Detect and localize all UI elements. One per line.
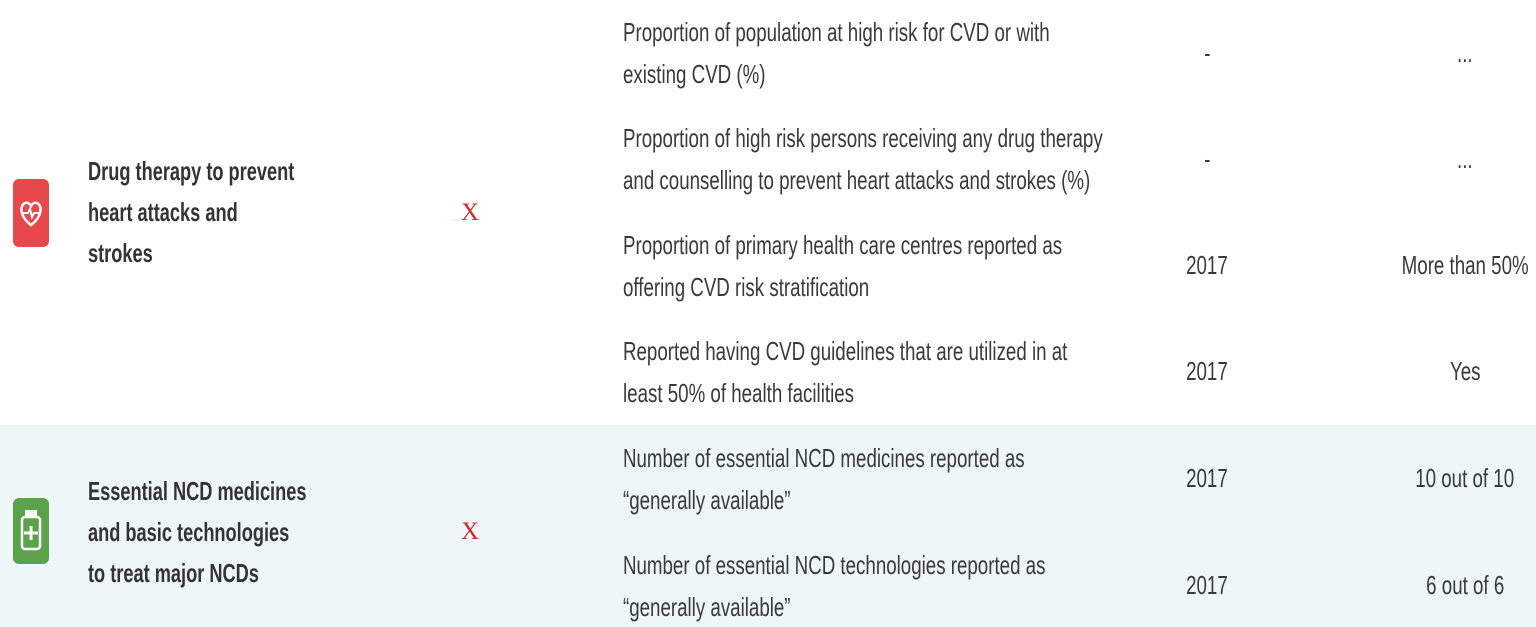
value-cell: 6 out of 6 (1385, 532, 1536, 627)
status-mark: X (461, 198, 480, 226)
group-name: Drug therapy to prevent heart attacks and… (88, 0, 383, 425)
indicator-line: Number of essential NCD medicines report… (623, 442, 1025, 473)
indicator-row: Number of essential NCD technologies rep… (0, 532, 1536, 627)
indicator-row: Number of essential NCD medicines report… (0, 425, 1536, 532)
value-cell: 10 out of 10 (1385, 425, 1536, 532)
value-cell: ... (1385, 0, 1536, 106)
indicator-text: Reported having CVD guidelines that are … (623, 319, 1183, 425)
indicator-line: Proportion of high risk persons receivin… (623, 123, 1103, 154)
indicator-row: Proportion of primary health care centre… (0, 213, 1536, 319)
year: 2017 (1186, 356, 1228, 387)
indicator-line: Reported having CVD guidelines that are … (623, 335, 1068, 366)
group-icon (13, 178, 49, 252)
year: 2017 (1186, 570, 1228, 600)
group-name-line: strokes (88, 238, 153, 268)
indicator-text: Proportion of high risk persons receivin… (623, 106, 1183, 212)
year-cell: - (1107, 106, 1307, 212)
indicator-row: Proportion of high risk persons receivin… (0, 106, 1536, 212)
value-cell: ... (1385, 106, 1536, 212)
year-cell: 2017 (1107, 532, 1307, 627)
year-cell: 2017 (1107, 425, 1307, 532)
indicator-group: Essential NCD medicines and basic technol… (0, 425, 1536, 627)
indicator-group: Drug therapy to prevent heart attacks and… (0, 0, 1536, 425)
value: Yes (1449, 356, 1481, 387)
year: - (1203, 37, 1211, 68)
value: 6 out of 6 (1425, 570, 1505, 600)
indicator-line: Proportion of primary health care centre… (623, 229, 1063, 260)
indicator-line: offering CVD risk stratification (623, 271, 870, 302)
indicator-line: Proportion of population at high risk fo… (623, 17, 1050, 48)
status-mark: X (461, 518, 480, 545)
value-cell: Yes (1385, 319, 1536, 425)
value: More than 50% (1401, 250, 1529, 281)
indicator-text: Proportion of primary health care centre… (623, 213, 1183, 319)
indicator-text: Proportion of population at high risk fo… (623, 0, 1183, 106)
group-name-line: Essential NCD medicines (88, 475, 307, 506)
year: 2017 (1186, 463, 1228, 493)
year-cell: 2017 (1107, 319, 1307, 425)
indicator-row: Reported having CVD guidelines that are … (0, 319, 1536, 425)
year-cell: - (1107, 0, 1307, 106)
indicator-text: Number of essential NCD medicines report… (623, 425, 1183, 532)
indicator-line: Number of essential NCD technologies rep… (623, 549, 1046, 580)
value-cell: More than 50% (1385, 213, 1536, 319)
indicator-row: Proportion of population at high risk fo… (0, 0, 1536, 106)
indicator-line: and counselling to prevent heart attacks… (623, 165, 1091, 196)
year: 2017 (1186, 250, 1228, 281)
group-icon (13, 498, 49, 569)
indicator-line: “generally available” (623, 484, 791, 515)
value: 10 out of 10 (1415, 463, 1515, 493)
indicator-line: existing CVD (%) (623, 59, 766, 90)
group-name-line: heart attacks and (88, 197, 238, 227)
indicator-line: least 50% of health facilities (623, 377, 855, 408)
value: ... (1457, 143, 1473, 174)
year: - (1203, 143, 1211, 174)
year-cell: 2017 (1107, 213, 1307, 319)
group-name-line: Drug therapy to prevent (88, 156, 295, 186)
group-name: Essential NCD medicines and basic technol… (88, 425, 400, 627)
indicator-text: Number of essential NCD technologies rep… (623, 532, 1183, 627)
indicator-line: “generally available” (623, 591, 791, 622)
group-name-line: and basic technologies (88, 516, 290, 547)
group-name-line: to treat major NCDs (88, 557, 259, 588)
value: ... (1457, 37, 1473, 68)
